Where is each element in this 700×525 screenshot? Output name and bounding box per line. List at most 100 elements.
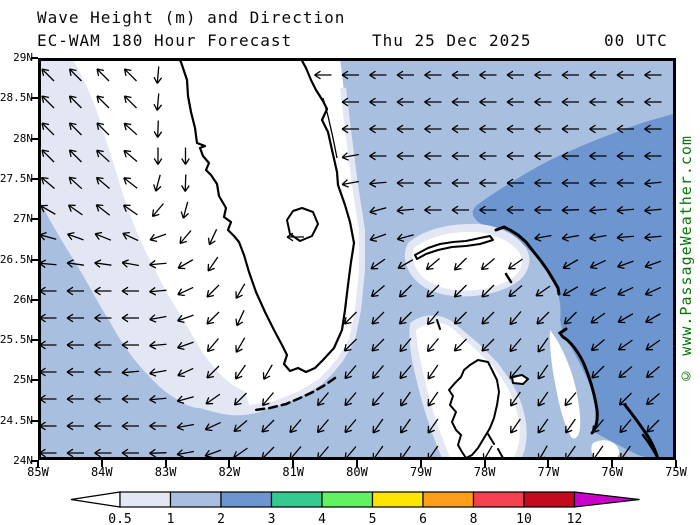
wave-arrow (396, 178, 414, 188)
wave-arrow (617, 339, 633, 351)
wave-arrow (424, 70, 442, 80)
wave-arrow (123, 68, 137, 82)
wave-arrow (344, 365, 357, 380)
wave-arrow (537, 418, 549, 434)
wave-arrow (149, 286, 167, 296)
wave-arrow (67, 204, 83, 216)
wave-arrow (616, 151, 634, 161)
legend-segment (169, 491, 222, 508)
wave-arrow (66, 286, 84, 296)
wave-arrow (424, 178, 442, 188)
wave-arrow (261, 419, 275, 433)
wave-arrow (427, 418, 439, 434)
wave-arrow (233, 420, 248, 433)
wave-arrow (509, 338, 522, 353)
wave-arrow (370, 258, 386, 270)
wave-arrow (562, 286, 579, 297)
wave-arrow (66, 394, 84, 404)
exuma-cays (487, 433, 506, 460)
long-island-bahamas (641, 433, 660, 460)
legend-value: 8 (470, 512, 478, 525)
wave-arrow (316, 419, 329, 434)
wave-arrow (176, 449, 194, 458)
sea-2-3m-atlantic-region (472, 113, 676, 460)
wave-arrow (479, 70, 497, 80)
wave-arrow (149, 448, 167, 458)
wave-arrow (123, 149, 138, 162)
lat-label: 28N (13, 131, 33, 145)
wave-arrow (371, 365, 384, 380)
lake-okeechobee (286, 207, 319, 242)
wave-arrow (451, 70, 469, 80)
wave-arrow (66, 421, 84, 431)
wave-arrow (616, 97, 634, 107)
wave-arrow (94, 259, 112, 268)
lon-tick (228, 460, 231, 467)
wave-arrow (153, 174, 162, 192)
wave-arrow (590, 339, 605, 352)
wave-arrow (451, 205, 469, 215)
wave-arrow (41, 149, 55, 163)
wave-arrow (396, 70, 414, 80)
wave-arrow (562, 259, 579, 270)
wave-arrow (96, 68, 110, 82)
wave-arrow (149, 259, 167, 269)
wave-arrow (181, 174, 190, 192)
lon-tick (164, 460, 167, 467)
wave-arrow (618, 366, 633, 379)
wave-arrow (427, 391, 439, 407)
wave-arrow (506, 205, 524, 215)
florida-keys-chain (253, 376, 337, 412)
wave-arrow (369, 233, 387, 243)
wave-arrow (341, 124, 359, 134)
wave-arrow (561, 124, 579, 134)
wave-arrow (316, 392, 329, 407)
wave-arrow (341, 70, 359, 80)
barrier-island-line (322, 97, 338, 159)
wave-arrow (426, 311, 439, 326)
wave-arrow (479, 151, 497, 161)
wave-arrow (66, 313, 84, 323)
wave-arrow (369, 70, 387, 80)
wave-arrow (591, 419, 604, 434)
wave-arrow (122, 204, 138, 216)
bimini-islands (436, 319, 441, 330)
lat-tick (31, 460, 38, 462)
wave-arrow (644, 286, 661, 297)
wave-arrow (451, 124, 469, 134)
wave-arrow (453, 338, 467, 352)
wave-arrow (149, 394, 167, 404)
watermark-text: © www.PassageWeather.com (677, 135, 695, 385)
wave-arrow (96, 149, 110, 163)
lon-label: 83W (154, 465, 177, 479)
legend-segment (422, 491, 475, 508)
legend-segment (270, 491, 323, 508)
wave-arrow (95, 176, 110, 189)
wave-arrow (41, 68, 55, 82)
wave-arrow (536, 311, 550, 325)
wave-arrow (176, 314, 194, 324)
wave-arrow (589, 97, 607, 107)
wave-arrow (207, 229, 218, 246)
legend-value: 3 (268, 512, 276, 525)
wave-arrow (341, 179, 359, 188)
forecast-model-label: EC-WAM 180 Hour Forecast (37, 31, 293, 50)
wave-arrow (149, 368, 167, 377)
lon-tick (356, 460, 358, 467)
wave-arrow (369, 124, 387, 134)
lon-label: 76W (601, 465, 624, 479)
wave-arrow (149, 340, 167, 350)
wave-arrow (94, 421, 112, 431)
legend-segment (220, 491, 273, 508)
wave-arrow (619, 419, 632, 434)
wave-arrow (68, 68, 82, 82)
legend-segment (321, 491, 374, 508)
wave-arrow (344, 419, 357, 434)
wave-arrow (121, 367, 140, 377)
wave-arrow (453, 311, 467, 325)
wave-arrow (399, 338, 412, 353)
wave-arrow (233, 392, 247, 406)
wave-arrow (122, 231, 139, 242)
lon-tick (100, 460, 103, 467)
wave-arrow (645, 393, 660, 406)
